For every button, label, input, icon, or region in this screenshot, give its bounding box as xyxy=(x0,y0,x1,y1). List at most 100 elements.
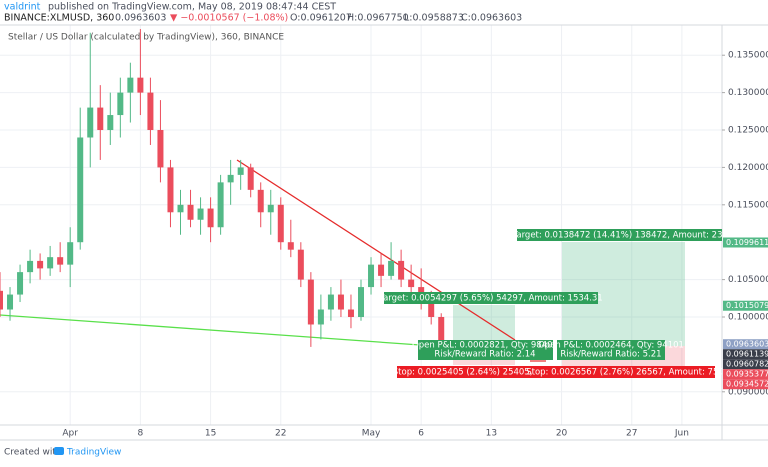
label-box xyxy=(397,366,545,378)
x-tick-label: 22 xyxy=(275,429,286,439)
price-label: 0.0935377 xyxy=(726,370,768,379)
candle-body xyxy=(57,257,64,265)
x-tick-label: May xyxy=(362,429,381,439)
candle-body xyxy=(408,279,415,288)
footer-brand: TradingView xyxy=(66,448,121,458)
candle-body xyxy=(428,302,435,317)
candle-body xyxy=(77,137,84,243)
candle-body xyxy=(267,204,274,213)
support-line xyxy=(0,314,421,346)
candle-body xyxy=(137,77,144,93)
candle-body xyxy=(257,189,264,213)
candle-body xyxy=(47,257,54,269)
high: H:0.0967750 xyxy=(347,13,409,24)
x-tick-label: 27 xyxy=(626,429,637,439)
low: L:0.0958873 xyxy=(404,13,464,24)
open: O:0.0961207 xyxy=(290,13,352,24)
price-label: 0.0960782 xyxy=(726,360,768,369)
candle-body xyxy=(107,115,114,131)
price-label-box xyxy=(723,369,768,380)
price-label: 0.1099611 xyxy=(726,238,768,247)
x-tick-label: 15 xyxy=(205,429,216,439)
candle-body xyxy=(388,260,395,276)
candle-body xyxy=(0,290,3,310)
x-tick-label: 13 xyxy=(486,429,497,439)
label-box xyxy=(557,340,665,360)
x-tick-label: 20 xyxy=(556,429,568,439)
x-tick-label: Jun xyxy=(674,429,689,439)
price-label-box xyxy=(723,359,768,370)
candle-body xyxy=(287,242,294,250)
label-box xyxy=(517,229,722,241)
candle-body xyxy=(327,294,334,310)
candle-body xyxy=(127,77,134,93)
candle-body xyxy=(27,260,34,273)
price-label: 0.0961139 xyxy=(726,350,768,359)
candle-body xyxy=(337,294,344,310)
x-tick-label: 8 xyxy=(138,429,144,439)
label-box xyxy=(535,366,715,378)
candle-body xyxy=(217,182,224,228)
y-tick-label: 0.1350000 xyxy=(728,51,768,61)
candle-body xyxy=(17,272,24,295)
candle-body xyxy=(277,204,284,243)
target-label: Target: 0.0138472 (14.41%) 138472, Amoun… xyxy=(512,231,742,241)
stop-label: Stop: 0.0026567 (2.76%) 26567, Amount: 7… xyxy=(526,368,724,378)
change: ▼ −0.0010567 (−1.08%) xyxy=(170,13,288,24)
x-tick-label: Apr xyxy=(62,429,78,439)
rr-label: Risk/Reward Ratio: 2.14 xyxy=(434,350,535,360)
label-box xyxy=(418,340,553,360)
footer-text: Created with xyxy=(4,448,62,458)
candle-body xyxy=(307,279,314,325)
candle-body xyxy=(247,167,254,190)
last-price: 0.0963603 xyxy=(115,13,166,24)
close: C:0.0963603 xyxy=(461,13,522,24)
price-label-box xyxy=(723,349,768,360)
candle-body xyxy=(197,208,204,220)
target-label: Target: 0.0054297 (5.65%) 54297, Amount:… xyxy=(378,294,602,304)
trade-labels: Target: 0.0054297 (5.65%) 54297, Amount:… xyxy=(378,229,742,378)
rr-label: Risk/Reward Ratio: 5.21 xyxy=(560,350,661,360)
price-label-box xyxy=(723,339,768,350)
y-tick-label: 0.1000000 xyxy=(728,312,768,322)
price-label-box xyxy=(723,300,768,311)
x-tick-label: 6 xyxy=(418,429,424,439)
candle-body xyxy=(347,309,354,317)
y-tick-label: 0.1150000 xyxy=(728,200,768,210)
author: valdrint xyxy=(4,2,41,13)
candle-body xyxy=(368,264,375,288)
y-tick-label: 0.1250000 xyxy=(728,126,768,136)
stop-label: Stop: 0.0025405 (2.64%) 25405, Am xyxy=(393,368,549,378)
price-label-box xyxy=(723,237,768,248)
pnl-label: Open P&L: 0.0002464, Qty: 94101 xyxy=(538,341,684,351)
pnl-label: Open P&L: 0.0002821, Qty: 98405 xyxy=(412,341,558,351)
logo xyxy=(54,447,64,455)
candle-body xyxy=(157,130,164,168)
y-tick-label: 0.1050000 xyxy=(728,275,768,285)
candle-body xyxy=(117,92,124,116)
target-zone xyxy=(453,305,515,344)
price-label: 0.1015079 xyxy=(726,301,768,310)
candle-body xyxy=(207,208,214,228)
candle-body xyxy=(398,260,405,280)
candle-body xyxy=(67,242,74,265)
candle-body xyxy=(147,92,154,131)
candle-body xyxy=(37,260,44,269)
candle-body xyxy=(167,167,174,213)
price-label: 0.0934572 xyxy=(726,380,768,389)
price-label-box xyxy=(723,379,768,390)
candle-body xyxy=(187,204,194,220)
published: published on TradingView.com, May 08, 20… xyxy=(48,2,336,13)
candle-body xyxy=(177,204,184,213)
y-tick-label: 0.1300000 xyxy=(728,88,768,98)
symbol: BINANCE:XLMUSD, 360 xyxy=(4,13,114,24)
candle-body xyxy=(237,167,244,175)
candle-body xyxy=(358,287,364,317)
candle-body xyxy=(378,264,385,276)
candle-body xyxy=(87,107,94,138)
label-box xyxy=(384,292,598,304)
resistance-line xyxy=(236,159,516,341)
price-label: 0.0963603 xyxy=(726,340,768,349)
candle-body xyxy=(7,294,14,310)
